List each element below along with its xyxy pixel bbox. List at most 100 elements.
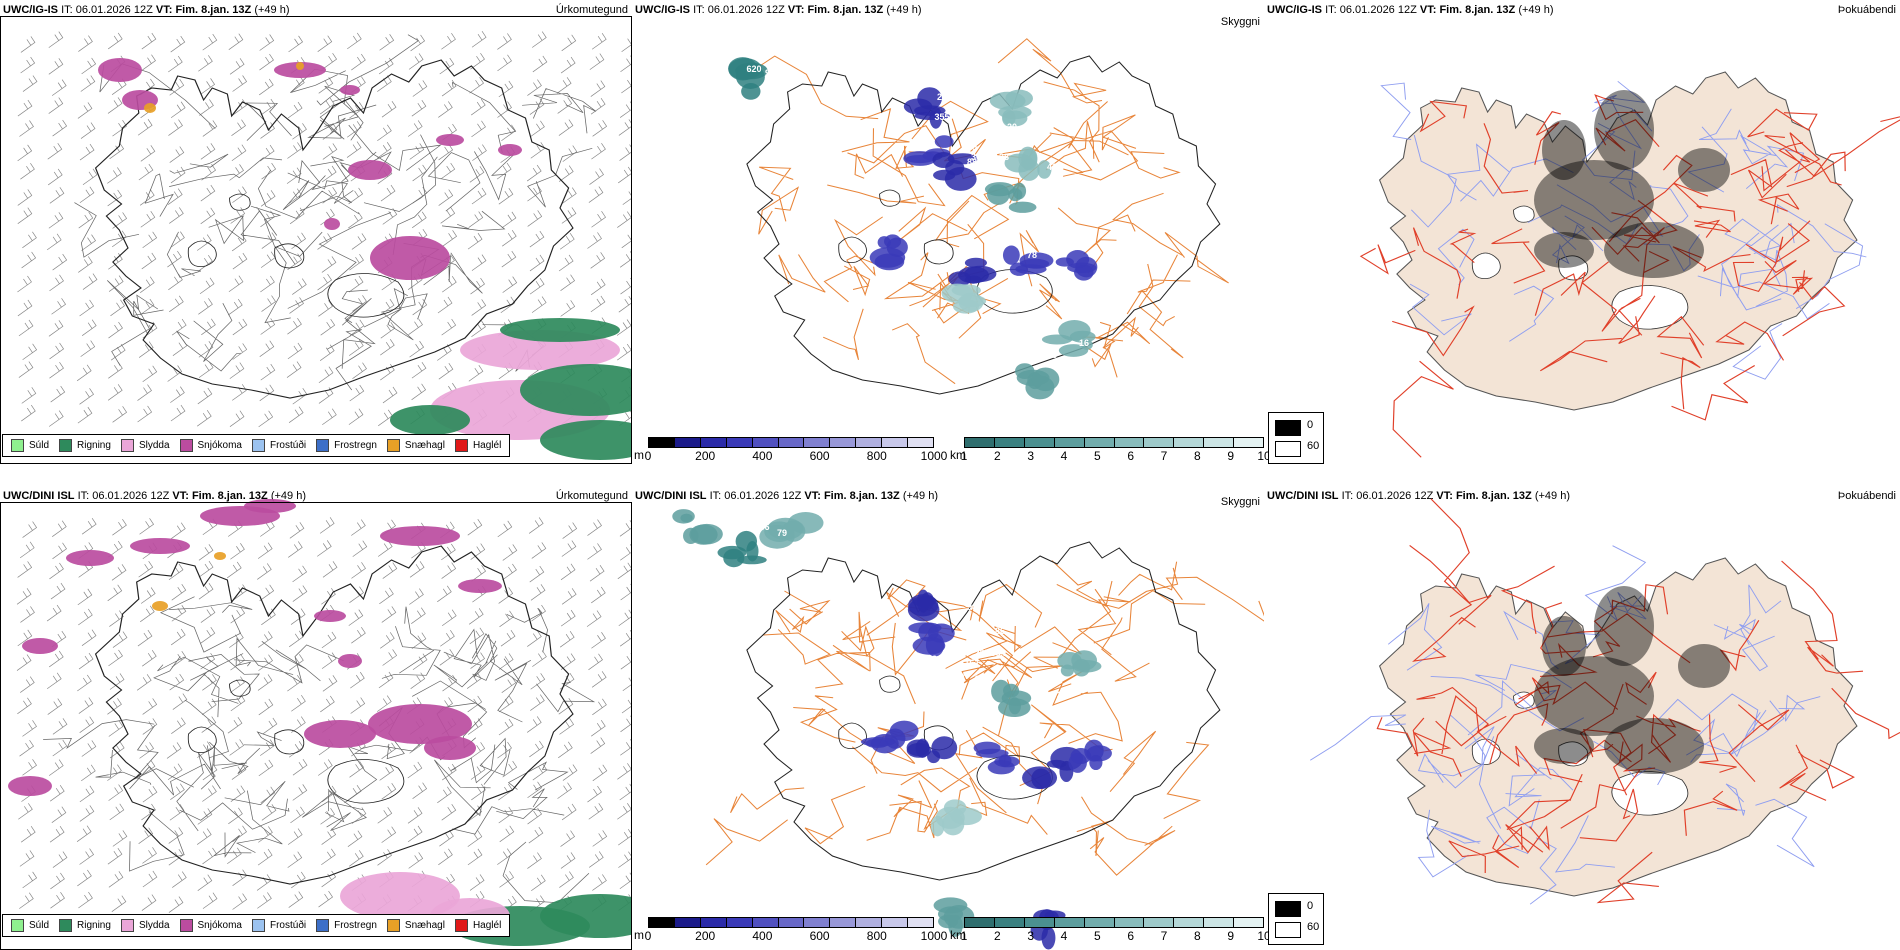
colorbar-cell [882,438,909,447]
colorbar-tick: 9 [1227,449,1234,463]
colorbar-tick: 5 [1093,929,1101,943]
colorbar-cell [752,918,779,927]
legend-swatch [120,439,134,452]
colorbar-cell [965,918,995,927]
fog-area [1604,222,1704,278]
cloud-cell [689,524,718,545]
land [1378,71,1858,411]
colorbar-cell [908,918,933,927]
glacier-outline [879,189,901,207]
colorbar-ticks: 1 2 3 4 5 6 7 8 9 10 [961,448,1271,463]
colorbar-tick: 400 [752,449,773,463]
cloud-cell [934,135,954,148]
panel-title: Þokuábendi [1837,4,1896,16]
cloud-cell [914,111,950,121]
visibility-colorbar: 1 2 3 4 5 6 7 8 9 10 km [950,437,1271,463]
visibility-panel-top: UWC/IG-IS IT: 06.01.2026 12Z VT: Fim. 8.… [632,0,1264,464]
legend-swatch [179,919,193,932]
precip-cell [314,610,346,622]
cloud-cell [1002,245,1020,265]
panel-header: UWC/IG-IS IT: 06.01.2026 12Z VT: Fim. 8.… [635,4,922,16]
height-label: 88 [1067,232,1077,242]
legend-item: Frostúði [251,439,306,452]
colorbar-tick: 0 [644,929,652,943]
height-label: 127 [950,672,965,682]
glacier-outline [229,193,251,211]
height-label: 32 [1032,684,1042,694]
colorbar-tick: 10 [1257,929,1271,943]
panel-title: Þokuábendi [1837,490,1896,502]
precip-cell [380,526,460,546]
glacier-outline [187,726,217,753]
precip-type-map [0,499,632,950]
cloud-cell [1084,739,1104,762]
colorbar-cell [649,918,675,927]
legend-swatch [59,439,73,452]
height-label: 90 [967,602,977,612]
cloud-cell [1080,339,1093,350]
colorbar-ticks: 0 200 400 600 800 1000 [645,448,948,463]
fog-shading [1534,586,1730,774]
cloud-cell [1041,926,1056,950]
iceland-map [43,545,596,904]
precip-cell [540,420,632,460]
legend-item: Rigning [59,919,111,932]
colorbar-tick: 6 [1127,449,1134,463]
height-label: 86 [995,626,1005,636]
height-label: 79 [777,528,787,538]
panel-header: UWC/IG-IS IT: 06.01.2026 12Z VT: Fim. 8.… [1267,4,1554,16]
cloud-cell [917,589,930,613]
height-label: 91 [765,68,775,78]
cloud-cell [1015,363,1035,379]
colorbar-cell [1084,438,1115,447]
colorbar-tick: 800 [866,929,887,943]
cloud-cell [1019,252,1054,269]
precip-cell [390,405,470,435]
colorbar-cells [964,917,1264,928]
cloud-cell [948,914,963,937]
cloud-cell [869,247,906,268]
cloud-cell [941,283,974,303]
precip-cell [144,103,156,113]
colorbar-tick: 400 [752,929,773,943]
height-label: 386 [754,522,769,532]
height-label: 16 [1079,338,1089,348]
panel-header: UWC/DINI ISL IT: 06.01.2026 12Z VT: Fim.… [1267,490,1570,502]
colorbar-cell [1204,438,1235,447]
cloud-cell [1005,89,1033,107]
precip-cell [424,736,476,760]
wind-barb-set [16,517,632,913]
cloud-cell [944,167,977,191]
road-network [705,560,1264,876]
colorbar-cell [1114,918,1145,927]
colorbar-cells [648,437,934,448]
legend-item: Súld [11,919,49,932]
precip-type-map [0,16,632,464]
height-label: 105 [974,674,989,684]
height-label: 88 [967,157,977,167]
glacier-outline [274,729,305,755]
precip-cell [304,720,376,748]
cloud-cell [1008,201,1037,213]
glacier-outline [923,239,954,265]
legend-item: Slydda [120,919,170,932]
colorbar-tick: 600 [809,929,830,943]
legend-item: Rigning [59,439,111,452]
precip-cell [368,704,472,744]
fog-panel-bottom: UWC/DINI ISL IT: 06.01.2026 12Z VT: Fim.… [1264,486,1900,950]
fog-shading [1534,90,1730,278]
height-label: 83 [995,226,1005,236]
height-label: 20 [937,92,947,102]
legend-swatch [454,919,468,932]
height-label: 36 [971,152,981,162]
glacier-outline [229,679,251,697]
road-network [1309,545,1821,905]
cloud-cell [930,815,945,837]
legend-item: Frostregn [316,439,377,452]
legend-item: Snjókoma [179,919,242,932]
cloud-cell [941,812,965,836]
legend-label: Snjókoma [197,440,242,451]
panel-title: Úrkomutegund [555,4,628,16]
